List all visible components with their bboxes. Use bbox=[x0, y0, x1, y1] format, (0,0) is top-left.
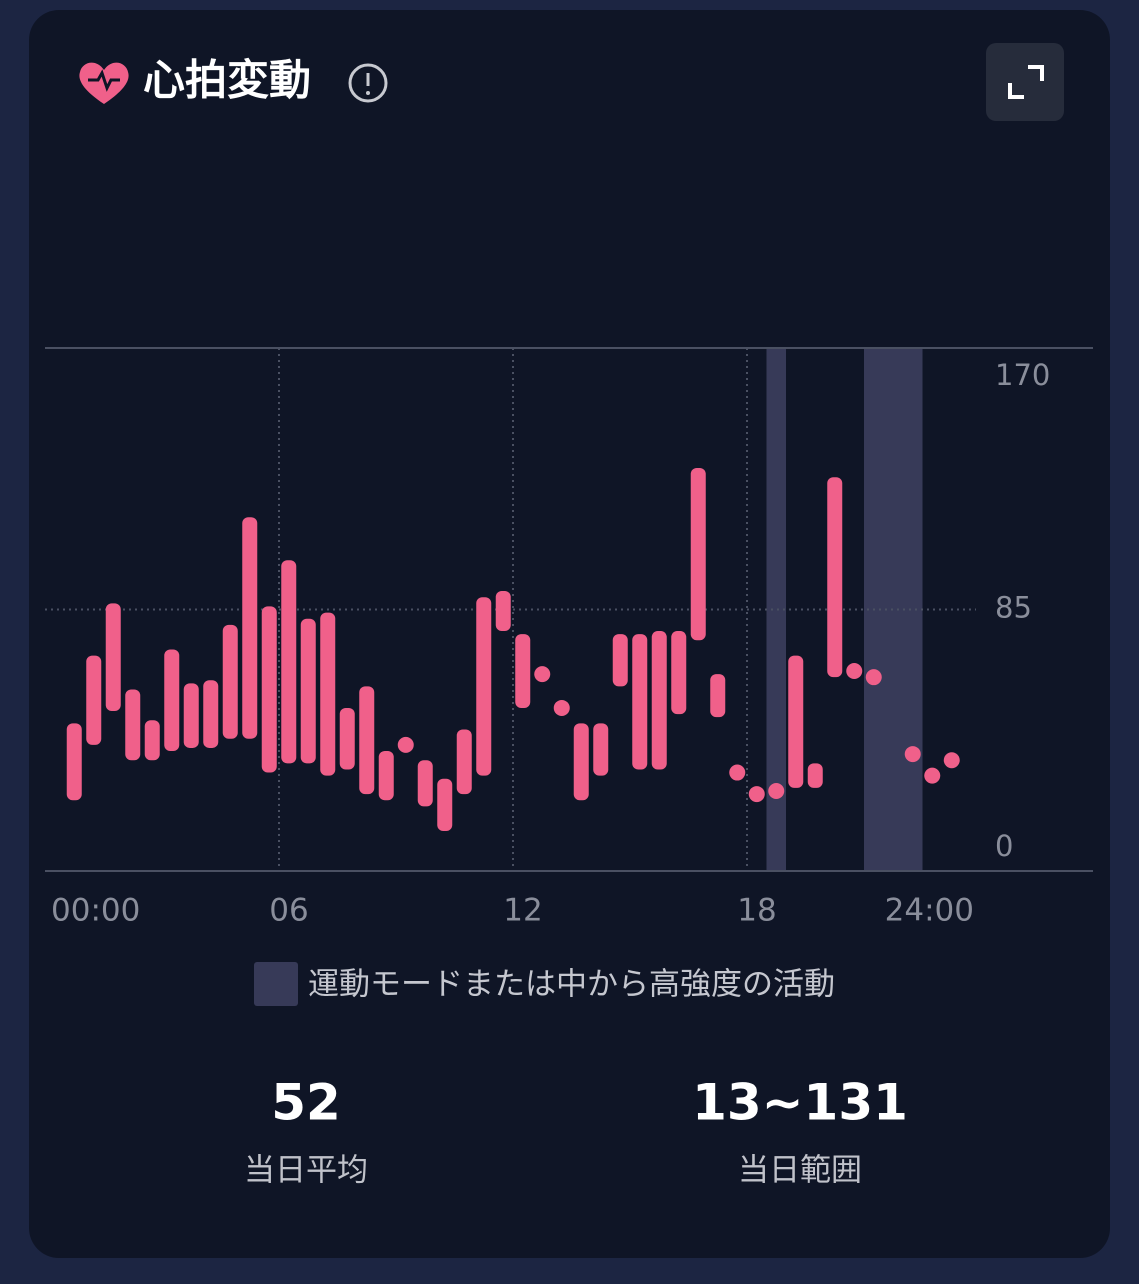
range-bar bbox=[515, 634, 531, 708]
x-tick-label: 06 bbox=[269, 893, 308, 929]
x-tick-label: 24:00 bbox=[885, 893, 974, 929]
range-bar bbox=[86, 655, 102, 745]
range-bar bbox=[378, 751, 394, 801]
range-bar bbox=[437, 778, 453, 832]
heart-pulse bbox=[88, 69, 120, 92]
range-bar bbox=[242, 517, 258, 739]
point bbox=[924, 767, 941, 784]
range-bar bbox=[261, 606, 277, 773]
range-bar bbox=[164, 649, 180, 752]
point bbox=[748, 786, 765, 803]
info-dot[interactable] bbox=[366, 91, 370, 95]
stat-value: 13~131 bbox=[692, 1074, 908, 1132]
y-tick-label: 0 bbox=[995, 829, 1013, 863]
point bbox=[768, 783, 785, 800]
point bbox=[846, 663, 863, 680]
card bbox=[29, 10, 1110, 1258]
range-bar bbox=[320, 612, 336, 776]
stat-label: 当日平均 bbox=[244, 1153, 368, 1189]
point bbox=[553, 699, 570, 716]
range-bar bbox=[203, 680, 219, 748]
range-bar bbox=[612, 634, 628, 687]
range-bar bbox=[651, 631, 667, 770]
range-bar bbox=[222, 624, 238, 739]
x-tick-label: 12 bbox=[503, 893, 542, 929]
legend-label: 運動モードまたは中から高強度の活動 bbox=[308, 967, 835, 1003]
title: 心拍変動 bbox=[143, 56, 311, 105]
range-bar bbox=[573, 723, 589, 801]
range-bar bbox=[339, 707, 355, 770]
point bbox=[943, 752, 960, 769]
range-bar bbox=[827, 477, 843, 678]
range-bar bbox=[710, 674, 726, 718]
range-bar bbox=[125, 689, 141, 761]
activity-band bbox=[766, 348, 786, 871]
range-bar bbox=[476, 597, 492, 776]
range-bar bbox=[300, 618, 316, 764]
range-bar bbox=[807, 763, 823, 788]
range-bar bbox=[359, 686, 375, 795]
range-bar bbox=[105, 603, 121, 712]
range-bar bbox=[66, 723, 82, 801]
range-bar bbox=[183, 683, 199, 748]
x-tick-label: 18 bbox=[737, 893, 776, 929]
y-tick-label: 85 bbox=[995, 591, 1032, 625]
stat-label: 当日範囲 bbox=[738, 1153, 862, 1189]
range-bar bbox=[144, 720, 160, 761]
range-bar bbox=[671, 631, 687, 715]
info-circle[interactable] bbox=[348, 63, 388, 103]
range-bar bbox=[593, 723, 609, 776]
expand-button[interactable] bbox=[986, 43, 1064, 121]
x-tick-label: 00:00 bbox=[51, 893, 140, 929]
range-bar bbox=[788, 655, 804, 788]
point bbox=[729, 764, 746, 781]
point bbox=[865, 669, 882, 686]
range-bar bbox=[417, 760, 433, 807]
legend-swatch bbox=[254, 962, 298, 1006]
range-bar bbox=[495, 591, 511, 632]
point bbox=[534, 666, 551, 683]
point bbox=[397, 736, 414, 753]
expand-bg[interactable] bbox=[986, 43, 1064, 121]
y-tick-label: 170 bbox=[995, 358, 1050, 392]
expand-icon[interactable] bbox=[1008, 65, 1044, 99]
range-bar bbox=[456, 729, 472, 795]
point bbox=[904, 746, 921, 763]
range-bar bbox=[690, 467, 706, 641]
range-bar bbox=[281, 560, 297, 764]
plot: 0 85 170 00:00 06 12 18 24:00 bbox=[45, 347, 1093, 929]
info-button[interactable] bbox=[348, 63, 388, 103]
stat-value: 52 bbox=[271, 1074, 341, 1132]
range-bar bbox=[632, 634, 648, 770]
activity-band bbox=[864, 348, 923, 871]
